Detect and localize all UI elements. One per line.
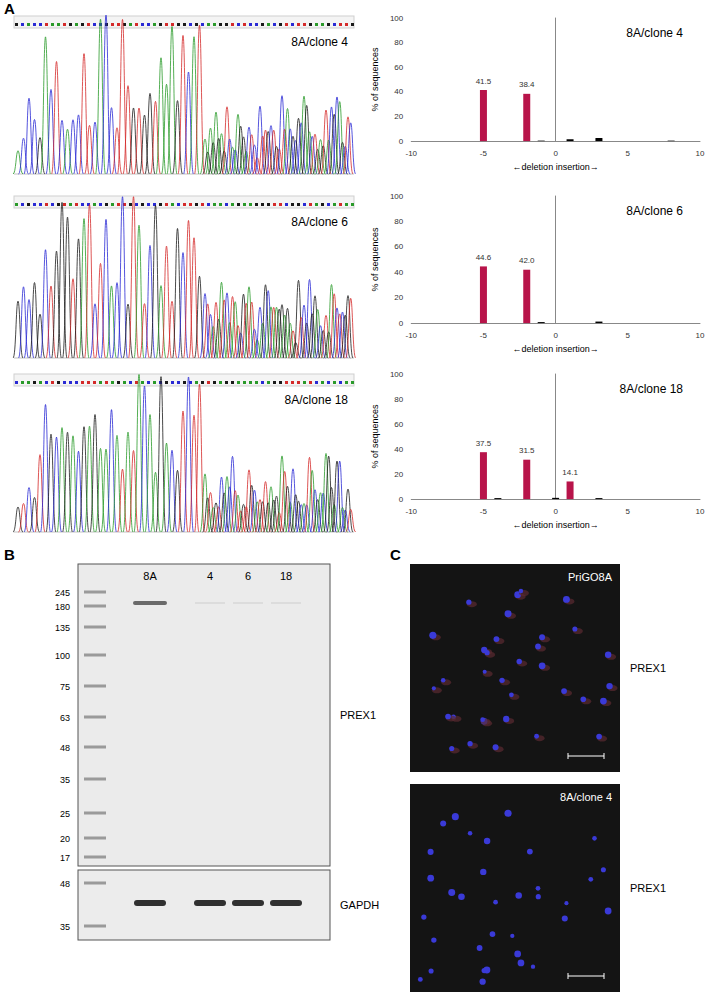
svg-text:←deletion insertion→: ←deletion insertion→ — [513, 162, 599, 172]
svg-text:% of sequences: % of sequences — [370, 47, 380, 112]
svg-text:% of sequences: % of sequences — [370, 404, 380, 469]
svg-text:10: 10 — [696, 507, 705, 516]
svg-text:0: 0 — [399, 495, 404, 504]
svg-text:100: 100 — [390, 370, 404, 379]
svg-text:180: 180 — [55, 602, 70, 612]
svg-text:-5: -5 — [480, 507, 488, 516]
svg-text:←deletion insertion→: ←deletion insertion→ — [513, 520, 599, 530]
svg-text:10: 10 — [696, 331, 705, 340]
svg-text:63: 63 — [60, 713, 70, 723]
svg-text:40: 40 — [394, 268, 403, 277]
svg-text:5: 5 — [626, 507, 631, 516]
svg-text:0: 0 — [553, 331, 558, 340]
svg-text:PREX1: PREX1 — [630, 882, 666, 894]
svg-text:GAPDH: GAPDH — [340, 899, 379, 911]
svg-text:80: 80 — [394, 395, 403, 404]
svg-text:31.5: 31.5 — [519, 446, 535, 455]
svg-text:18: 18 — [280, 570, 292, 582]
svg-text:6: 6 — [245, 570, 251, 582]
svg-text:-10: -10 — [405, 149, 417, 158]
svg-text:0: 0 — [399, 319, 404, 328]
svg-text:-10: -10 — [405, 331, 417, 340]
svg-text:100: 100 — [55, 651, 70, 661]
svg-text:48: 48 — [60, 879, 70, 889]
svg-text:100: 100 — [390, 14, 404, 23]
svg-text:5: 5 — [626, 331, 631, 340]
svg-text:-5: -5 — [480, 331, 488, 340]
svg-text:20: 20 — [60, 834, 70, 844]
svg-text:8A/clone 18: 8A/clone 18 — [285, 393, 349, 407]
svg-text:14.1: 14.1 — [562, 468, 578, 477]
svg-text:20: 20 — [394, 112, 403, 121]
svg-text:% of sequences: % of sequences — [370, 227, 380, 292]
svg-text:8A/clone 4: 8A/clone 4 — [291, 35, 348, 49]
svg-text:PREX1: PREX1 — [340, 709, 376, 721]
svg-text:0: 0 — [399, 137, 404, 146]
svg-text:60: 60 — [394, 63, 403, 72]
svg-text:60: 60 — [394, 420, 403, 429]
svg-text:8A/clone 6: 8A/clone 6 — [291, 215, 348, 229]
svg-text:0: 0 — [553, 507, 558, 516]
svg-text:-5: -5 — [480, 149, 488, 158]
svg-text:10: 10 — [696, 149, 705, 158]
svg-text:8A/clone 6: 8A/clone 6 — [626, 204, 683, 218]
svg-text:20: 20 — [394, 293, 403, 302]
svg-text:C: C — [390, 546, 401, 563]
svg-text:PriGO8A: PriGO8A — [568, 571, 613, 583]
svg-text:B: B — [4, 546, 15, 563]
svg-text:48: 48 — [60, 743, 70, 753]
svg-text:41.5: 41.5 — [476, 77, 492, 86]
svg-text:25: 25 — [60, 809, 70, 819]
svg-text:8A/clone 4: 8A/clone 4 — [626, 26, 683, 40]
svg-text:←deletion insertion→: ←deletion insertion→ — [513, 344, 599, 354]
svg-text:8A: 8A — [143, 570, 157, 582]
svg-text:PREX1: PREX1 — [630, 662, 666, 674]
svg-text:8A/clone 4: 8A/clone 4 — [560, 791, 612, 803]
svg-text:75: 75 — [60, 682, 70, 692]
svg-text:80: 80 — [394, 38, 403, 47]
svg-text:60: 60 — [394, 242, 403, 251]
svg-text:245: 245 — [55, 588, 70, 598]
svg-text:17: 17 — [60, 853, 70, 863]
svg-text:5: 5 — [626, 149, 631, 158]
svg-text:38.4: 38.4 — [519, 80, 535, 89]
svg-text:135: 135 — [55, 623, 70, 633]
svg-text:8A/clone 18: 8A/clone 18 — [620, 382, 684, 396]
svg-text:35: 35 — [60, 922, 70, 932]
svg-text:40: 40 — [394, 445, 403, 454]
svg-text:20: 20 — [394, 470, 403, 479]
svg-text:0: 0 — [553, 149, 558, 158]
svg-text:35: 35 — [60, 775, 70, 785]
svg-text:44.6: 44.6 — [476, 253, 492, 262]
svg-text:42.0: 42.0 — [519, 256, 535, 265]
svg-text:40: 40 — [394, 87, 403, 96]
svg-text:-10: -10 — [405, 507, 417, 516]
svg-text:100: 100 — [390, 192, 404, 201]
svg-text:A: A — [4, 0, 15, 17]
svg-text:80: 80 — [394, 217, 403, 226]
svg-text:4: 4 — [207, 570, 213, 582]
svg-text:37.5: 37.5 — [476, 439, 492, 448]
